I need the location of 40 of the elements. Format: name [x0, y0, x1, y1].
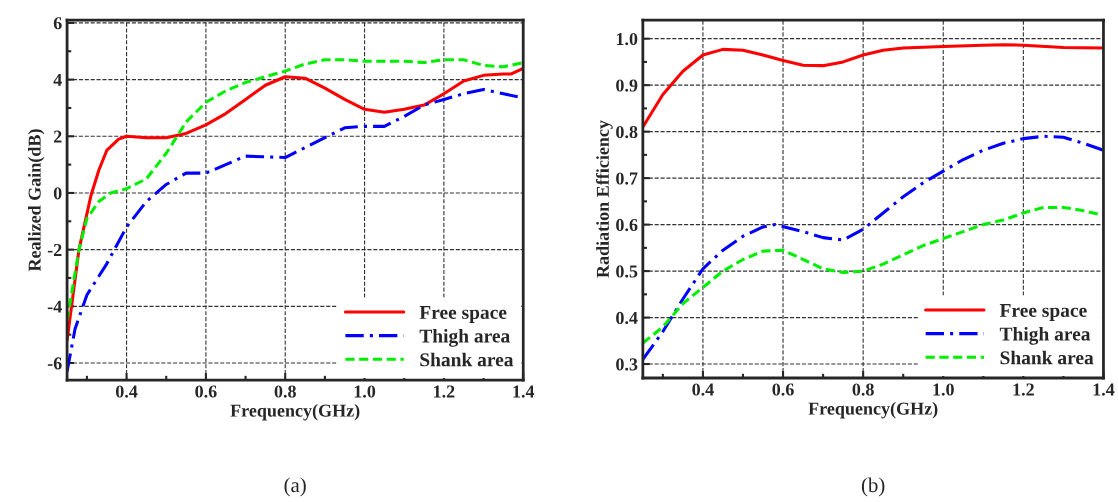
- x-tick-label: 1.4: [513, 385, 535, 398]
- y-tick-label: 0.7: [616, 172, 638, 185]
- y-tick-label: -6: [47, 357, 62, 370]
- y-tick-label: -4: [47, 300, 62, 313]
- y-axis-title: Radiation Efficiency: [596, 120, 613, 278]
- y-tick-label: 6: [53, 17, 62, 30]
- x-tick-label: 1.0: [933, 383, 954, 396]
- y-tick-label: 0.6: [616, 218, 638, 232]
- legend-label: Thigh area: [419, 328, 510, 347]
- x-tick-label: 1.2: [434, 385, 455, 398]
- y-tick-label: 0.4: [616, 311, 638, 325]
- legend-label: Free space: [999, 304, 1087, 321]
- y-tick-label: 0: [53, 187, 62, 200]
- y-tick-label: 0.9: [616, 79, 638, 92]
- y-axis-title: Realized Gain(dB): [28, 129, 45, 272]
- y-tick-label: 1.0: [616, 32, 638, 46]
- x-tick-label: 0.6: [772, 383, 794, 396]
- x-tick-label: 1.2: [1013, 383, 1034, 396]
- x-tick-label: 1.0: [354, 385, 376, 398]
- legend-label: Thigh area: [999, 326, 1091, 345]
- x-axis-title: Frequency(GHz): [230, 404, 360, 421]
- x-tick-label: 0.8: [274, 385, 296, 398]
- legend-label: Shank area: [420, 352, 514, 367]
- y-tick-label: 0.8: [616, 125, 638, 139]
- x-tick-label: 1.4: [1093, 383, 1115, 396]
- y-tick-label: 2: [53, 130, 62, 143]
- text: (b): [861, 477, 885, 497]
- x-tick-label: 0.4: [115, 385, 138, 398]
- legend-label: Free space: [419, 306, 507, 323]
- y-tick-label: 0.3: [616, 358, 638, 371]
- y-tick-label: 0.5: [616, 265, 638, 278]
- x-tick-label: 0.8: [852, 383, 874, 396]
- y-tick-label: -2: [47, 243, 62, 256]
- x-tick-label: 0.6: [195, 385, 217, 398]
- x-tick-label: 0.4: [692, 383, 714, 396]
- y-tick-label: 4: [53, 73, 62, 86]
- line-series: [642, 43, 1104, 129]
- x-axis-title: Frequency(GHz): [808, 402, 938, 419]
- legend-label: Shank area: [1000, 350, 1094, 365]
- text: (a): [284, 477, 306, 497]
